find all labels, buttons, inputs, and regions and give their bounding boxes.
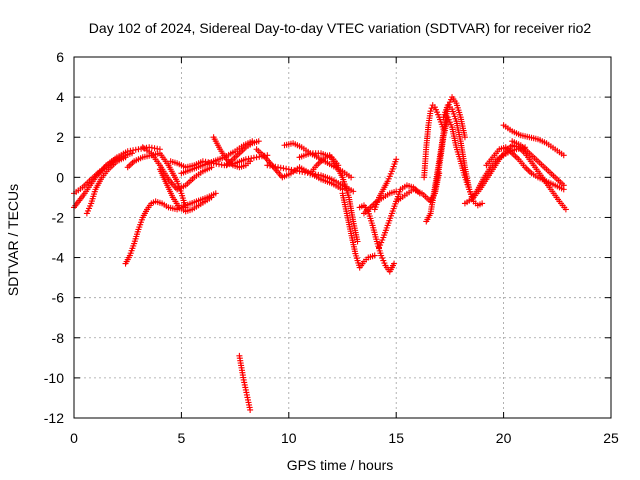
data-point (562, 206, 569, 213)
series-arc18 (339, 190, 378, 271)
series-arc7 (156, 166, 215, 215)
data-point (427, 108, 434, 115)
data-point (128, 150, 135, 157)
data-point (560, 182, 567, 189)
data-point (350, 188, 357, 195)
series-arc8 (167, 152, 271, 171)
data-point (461, 134, 468, 141)
data-point (560, 152, 567, 159)
x-tick-label: 25 (603, 430, 619, 446)
x-tick-label: 5 (178, 430, 186, 446)
data-point (479, 200, 486, 207)
data-point (247, 158, 254, 165)
series-arc11 (223, 138, 262, 169)
x-tick-label: 0 (70, 430, 78, 446)
series-arc19 (356, 202, 398, 275)
data-point (122, 154, 129, 161)
x-axis-ticks: 0 5 10 15 20 25 (70, 57, 619, 446)
x-tick-label: 20 (496, 430, 512, 446)
data-point (212, 190, 219, 197)
series-arc21 (371, 156, 400, 213)
data-points (71, 94, 569, 413)
data-point (354, 238, 361, 245)
data-point-fill (428, 105, 435, 112)
x-tick-label: 10 (281, 430, 297, 446)
y-tick-label: -12 (44, 410, 64, 426)
plot-frame (73, 56, 612, 419)
y-tick-label: 6 (56, 49, 64, 65)
y-tick-label: -8 (52, 330, 65, 346)
grid-lines (74, 57, 611, 418)
y-tick-label: -10 (44, 370, 64, 386)
data-point (348, 174, 355, 181)
y-axis-ticks: -12 -10 -8 -6 -4 -2 0 2 4 6 (44, 49, 611, 426)
y-tick-label: -6 (52, 290, 65, 306)
series-arc32 (509, 138, 567, 189)
series-arc4 (122, 190, 219, 267)
y-tick-label: -2 (52, 209, 65, 225)
y-tick-label: 0 (56, 169, 64, 185)
y-tick-label: 4 (56, 89, 64, 105)
x-axis-label: GPS time / hours (287, 457, 394, 473)
series-arc10 (210, 134, 254, 171)
y-tick-label: -4 (52, 250, 65, 266)
y-axis-label: SDTVAR / TECUs (5, 184, 21, 296)
data-point (391, 260, 398, 267)
data-point (255, 138, 262, 145)
series-arc3 (83, 154, 129, 217)
series-arc27 (440, 102, 486, 209)
series-arc9 (178, 138, 256, 177)
data-point (393, 156, 400, 163)
series-arc12 (236, 352, 254, 413)
data-point (247, 406, 254, 413)
chart-title: Day 102 of 2024, Sidereal Day-to-day VTE… (89, 20, 592, 36)
x-tick-label: 15 (388, 430, 404, 446)
data-point (371, 252, 378, 259)
series-arc31 (500, 122, 567, 159)
data-point (208, 194, 215, 201)
series-arc20 (360, 188, 400, 217)
series-arc5 (124, 150, 189, 211)
series-arc30 (483, 144, 567, 193)
y-tick-label: 2 (56, 129, 64, 145)
series-arc17 (307, 152, 361, 245)
series-arc6 (139, 144, 215, 193)
